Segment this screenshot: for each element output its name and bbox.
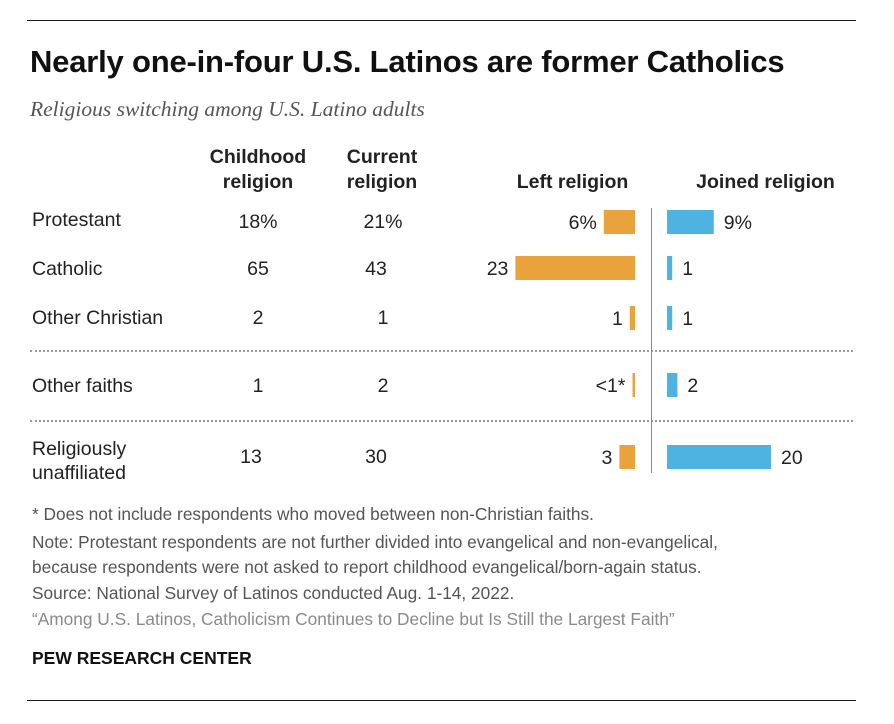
joined-bar-catholic xyxy=(667,256,673,280)
left-bar-unaffiliated xyxy=(619,445,635,469)
joined-label-other-faiths: 2 xyxy=(687,375,698,397)
childhood-value-other-faiths: 1 xyxy=(252,375,264,397)
note-line-1: Note: Protestant respondents are not fur… xyxy=(32,532,718,552)
row-label-other-faiths: Other faiths xyxy=(32,375,133,397)
separator-dotted-1 xyxy=(30,350,853,352)
joined-bar-unaffiliated xyxy=(667,445,771,469)
left-bar-other-christian xyxy=(629,306,635,330)
header-childhood-religion: Childhood religion xyxy=(198,145,318,195)
footnote-asterisk: * Does not include respondents who moved… xyxy=(32,504,594,524)
header-current-line2: religion xyxy=(346,171,418,193)
current-value-other-faiths: 2 xyxy=(377,375,389,397)
row-label-unaffiliated-line1: Religiously xyxy=(32,438,127,460)
current-value-catholic: 43 xyxy=(365,258,387,280)
childhood-value-other-christian: 2 xyxy=(252,307,264,329)
left-label-protestant: 6% xyxy=(569,212,597,234)
row-label-protestant: Protestant xyxy=(32,209,121,231)
left-bar-protestant xyxy=(603,210,635,234)
joined-bar-other-christian xyxy=(667,306,673,330)
left-label-unaffiliated: 3 xyxy=(602,447,613,469)
joined-bar-other-faiths xyxy=(667,373,678,397)
header-joined-religion: Joined religion xyxy=(696,171,835,193)
left-label-other-christian: 1 xyxy=(612,308,623,330)
pew-research-center-logo: PEW RESEARCH CENTER xyxy=(32,648,252,668)
row-label-other-christian: Other Christian xyxy=(32,307,164,329)
joined-label-other-christian: 1 xyxy=(682,308,693,330)
childhood-value-catholic: 65 xyxy=(247,258,269,280)
joined-label-protestant: 9% xyxy=(724,212,752,234)
row-label-catholic: Catholic xyxy=(32,258,103,280)
header-childhood-line2: religion xyxy=(222,171,294,193)
chart-subtitle: Religious switching among U.S. Latino ad… xyxy=(30,97,425,121)
childhood-value-unaffiliated: 13 xyxy=(240,446,262,468)
joined-label-unaffiliated: 20 xyxy=(781,447,803,469)
left-label-other-faiths: <1* xyxy=(596,375,626,397)
left-label-catholic: 23 xyxy=(487,258,509,280)
bottom-rule xyxy=(27,700,856,701)
left-bar-catholic xyxy=(515,256,635,280)
row-label-unaffiliated-line2: unaffiliated xyxy=(32,462,126,484)
header-current-religion: Current religion xyxy=(322,145,442,195)
header-current-line1: Current xyxy=(346,146,418,168)
separator-dotted-2 xyxy=(30,420,853,422)
note-line-2: because respondents were not asked to re… xyxy=(32,557,702,577)
header-left-religion: Left religion xyxy=(516,171,629,193)
current-value-unaffiliated: 30 xyxy=(365,446,387,468)
joined-bar-protestant xyxy=(667,210,714,234)
current-value-protestant: 21% xyxy=(363,211,403,233)
left-bar-other-faiths xyxy=(632,373,635,397)
joined-label-catholic: 1 xyxy=(682,258,693,280)
childhood-value-protestant: 18% xyxy=(238,211,278,233)
citation-line: “Among U.S. Latinos, Catholicism Continu… xyxy=(32,609,675,629)
row-label-unaffiliated: Religiously unaffiliated xyxy=(32,437,126,485)
source-line: Source: National Survey of Latinos condu… xyxy=(32,583,515,603)
top-rule xyxy=(27,20,856,21)
current-value-other-christian: 1 xyxy=(377,307,389,329)
chart-title: Nearly one-in-four U.S. Latinos are form… xyxy=(30,44,785,79)
center-axis-line xyxy=(651,208,652,473)
header-childhood-line1: Childhood xyxy=(209,146,307,168)
